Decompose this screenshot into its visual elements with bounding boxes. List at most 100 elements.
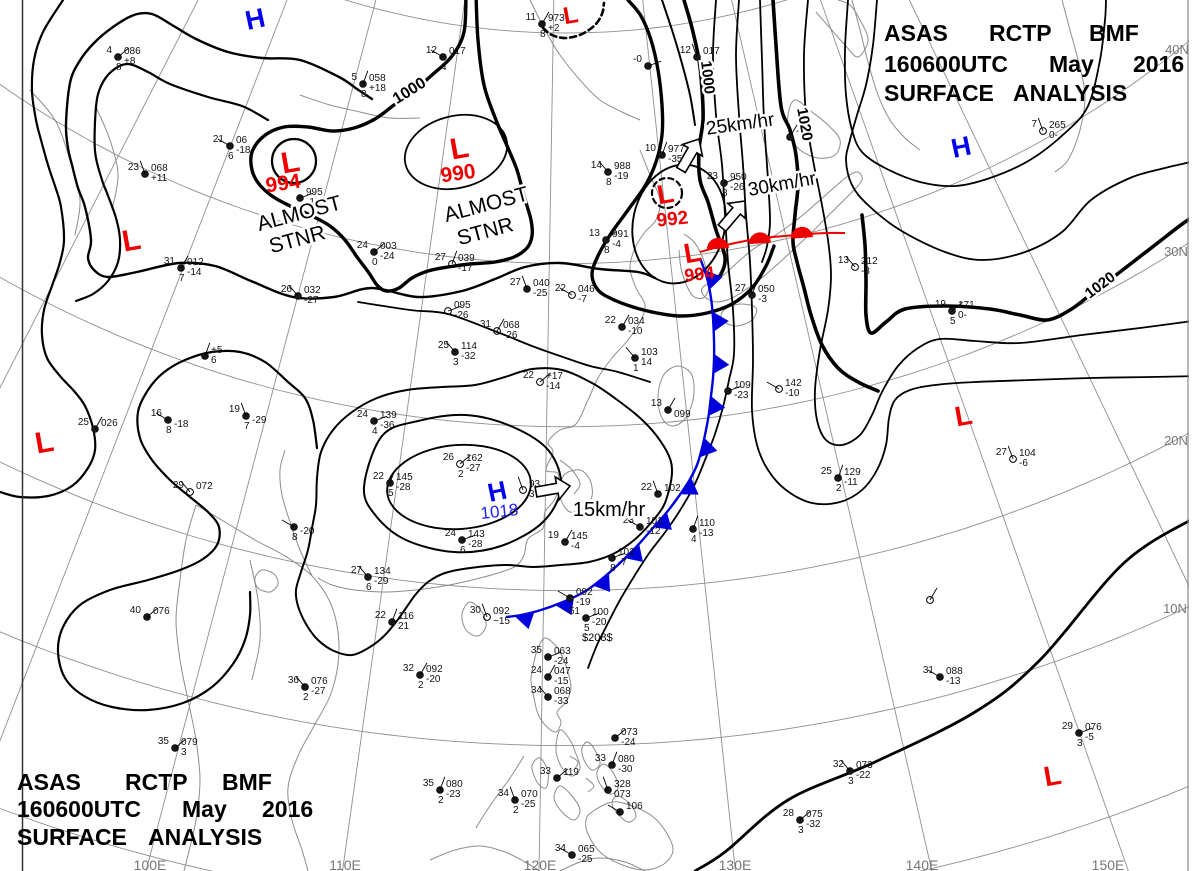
svg-text:30: 30 [470,605,482,616]
svg-text:106: 106 [626,801,643,812]
svg-text:10N: 10N [1163,601,1187,616]
svg-text:-15: -15 [554,676,569,687]
svg-text:3: 3 [453,357,459,368]
svg-text:-23: -23 [446,789,461,800]
svg-text:+18: +18 [369,83,386,94]
svg-text:14: 14 [591,160,603,171]
svg-text:-13: -13 [306,197,321,208]
svg-text:145: 145 [571,531,588,542]
svg-text:076: 076 [1085,722,1102,733]
svg-text:26: 26 [281,284,293,295]
svg-text:27: 27 [735,283,747,294]
svg-text:0-: 0- [958,310,967,321]
svg-text:073: 073 [856,760,873,771]
svg-text:93: 93 [529,479,541,490]
svg-text:076: 076 [153,606,170,617]
svg-text:8: 8 [116,62,122,73]
svg-text:23: 23 [707,171,719,182]
svg-text:11: 11 [526,12,537,23]
svg-text:33: 33 [595,753,607,764]
svg-text:092: 092 [493,606,510,617]
svg-text:-24: -24 [554,656,569,667]
svg-text:079: 079 [181,737,198,748]
svg-text:328: 328 [614,779,631,790]
svg-text:-0: -0 [633,54,642,65]
svg-text:-24: -24 [380,251,395,262]
svg-text:8: 8 [606,177,612,188]
svg-text:+17: +17 [546,371,563,382]
svg-text:-25: -25 [533,288,548,299]
svg-text:145: 145 [396,472,413,483]
svg-text:-13: -13 [946,676,961,687]
svg-text:27: 27 [996,447,1008,458]
svg-text:-14: -14 [187,267,202,278]
svg-text:032: 032 [304,285,321,296]
svg-text:10: 10 [645,143,657,154]
svg-text:22: 22 [523,370,535,381]
svg-text:-22: -22 [856,770,871,781]
svg-text:8: 8 [610,563,616,574]
svg-text:13: 13 [651,398,663,409]
svg-text:24: 24 [445,528,457,539]
svg-text:L: L [1041,759,1063,793]
svg-text:150E: 150E [1092,857,1125,871]
svg-text:31: 31 [923,665,935,676]
svg-text:3: 3 [798,825,804,836]
svg-text:$208$: $208$ [582,632,613,644]
svg-text:-3: -3 [758,294,767,305]
svg-text:29: 29 [173,480,185,491]
svg-text:102: 102 [618,547,635,558]
svg-text:0: 0 [372,257,378,268]
svg-text:ASAS: ASAS [884,20,948,46]
svg-text:100: 100 [592,607,609,618]
svg-text:13: 13 [589,228,601,239]
svg-text:RCTP: RCTP [125,769,188,795]
svg-text:19: 19 [548,530,560,541]
svg-text:-23: -23 [734,390,749,401]
svg-text:-5: -5 [1085,732,1094,743]
svg-text:-5: -5 [796,126,805,137]
svg-text:20N: 20N [1164,433,1188,448]
svg-text:35: 35 [423,778,435,789]
svg-text:3: 3 [1077,738,1083,749]
svg-text:034: 034 [628,316,645,327]
svg-text:063: 063 [554,646,571,657]
svg-text:BMF: BMF [222,769,272,795]
svg-text:992: 992 [656,207,690,231]
svg-text:990: 990 [439,160,477,188]
svg-text:7: 7 [1031,119,1037,130]
svg-text:26: 26 [443,452,455,463]
svg-text:40N: 40N [1165,42,1189,57]
svg-text:-33: -33 [554,696,569,707]
svg-text:171: 171 [958,300,975,311]
svg-text:109: 109 [734,380,751,391]
svg-text:8: 8 [604,245,610,256]
svg-text:3: 3 [529,489,535,500]
svg-text:134: 134 [374,566,391,577]
svg-text:973: 973 [548,13,565,24]
svg-text:162: 162 [466,453,483,464]
svg-text:092: 092 [576,587,593,598]
svg-text:003: 003 [380,241,397,252]
svg-text:-11: -11 [844,477,858,488]
svg-text:28: 28 [783,808,795,819]
svg-text:080: 080 [446,779,463,790]
svg-text:1: 1 [633,363,639,374]
svg-text:-18: -18 [236,145,251,156]
svg-text:+11: +11 [151,173,168,184]
svg-text:-30: -30 [618,764,633,775]
svg-text:May: May [1049,51,1094,77]
svg-text:-3: -3 [861,266,870,277]
svg-text:6: 6 [366,582,372,593]
svg-text:May: May [182,796,227,822]
svg-text:-13: -13 [699,528,714,539]
svg-text:5: 5 [584,623,590,634]
svg-text:BMF: BMF [1089,20,1139,46]
svg-text:104: 104 [1019,448,1036,459]
svg-text:35: 35 [531,645,543,656]
svg-text:21: 21 [398,621,410,632]
svg-text:22: 22 [605,315,617,326]
svg-text:L: L [952,399,974,433]
svg-text:1018: 1018 [480,500,520,523]
svg-text:-17: -17 [458,263,473,274]
